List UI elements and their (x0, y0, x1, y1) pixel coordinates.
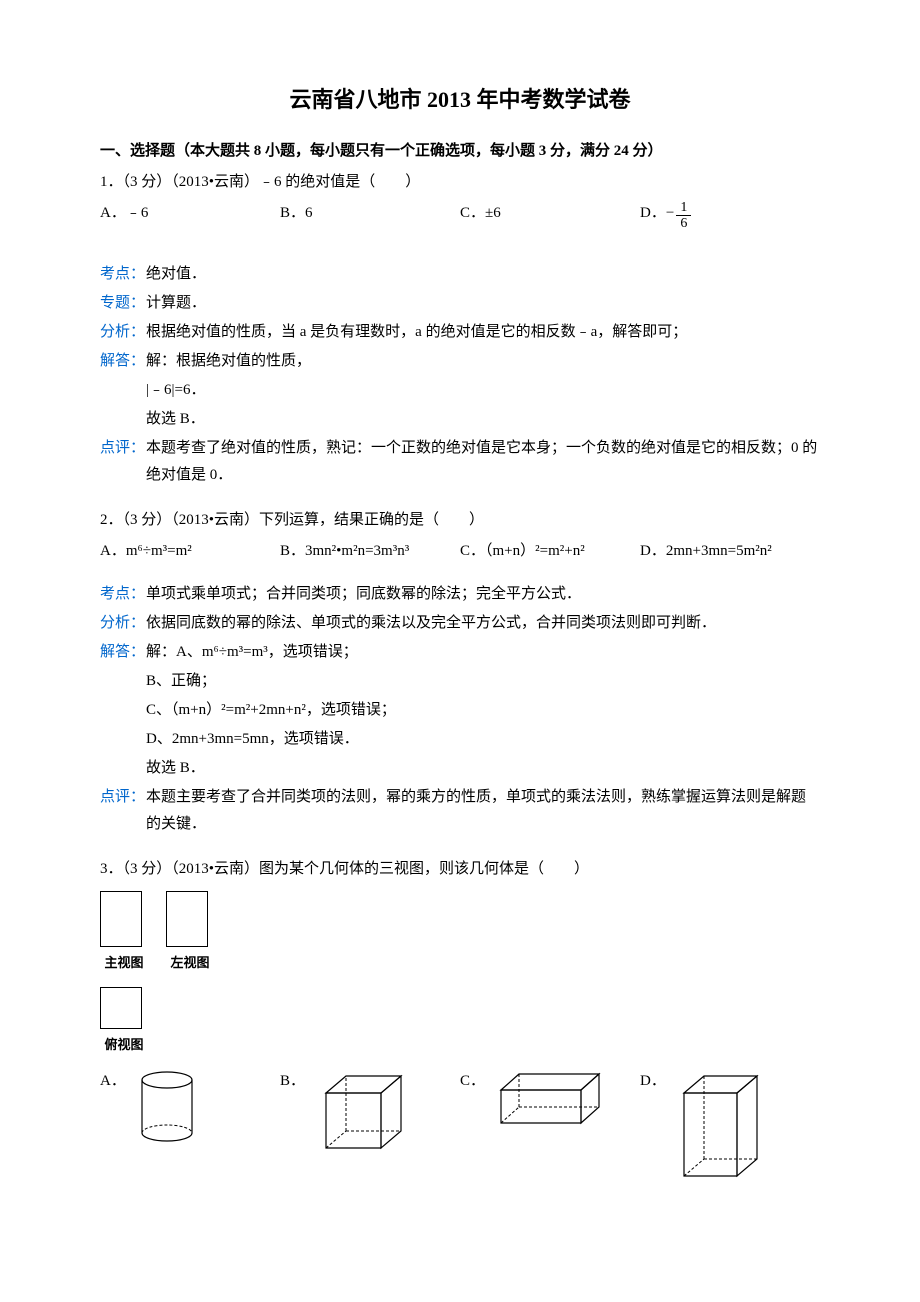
q3-optd-label: D． (640, 1068, 666, 1095)
q1-optd-prefix: D． (640, 200, 666, 227)
q2-text: 2．（3 分）（2013•云南）下列运算，结果正确的是（ ） (100, 507, 820, 534)
top-view-label: 俯视图 (100, 1033, 148, 1056)
q2-options: A．m⁶÷m³=m² B．3mn²•m²n=3m³n³ C．（m+n）²=m²+… (100, 538, 820, 565)
jieda-label: 解答： (100, 639, 146, 666)
q1-text: 1．（3 分）（2013•云南）﹣6 的绝对值是（ ） (100, 169, 820, 196)
q2-jieda2: B、正确； (146, 668, 820, 695)
exam-title: 云南省八地市 2013 年中考数学试卷 (100, 80, 820, 120)
kaodian-label: 考点： (100, 261, 146, 288)
q2-jieda1: 解：A、m⁶÷m³=m³，选项错误； (146, 639, 820, 666)
q1-option-c: C．±6 (460, 200, 640, 227)
q3-option-a: A． (100, 1068, 280, 1148)
fenxi-label: 分析： (100, 319, 146, 346)
q1-kaodian: 绝对值． (146, 261, 820, 288)
q1-jieda2: |﹣6|=6． (146, 377, 820, 404)
q1-option-b: B．6 (280, 200, 460, 227)
q1-optd-neg: − (666, 200, 674, 227)
q3-opta-label: A． (100, 1068, 126, 1095)
q3-text: 3．（3 分）（2013•云南）图为某个几何体的三视图，则该几何体是（ ） (100, 856, 820, 883)
q1-analysis: 考点： 绝对值． 专题： 计算题． 分析： 根据绝对值的性质，当 a 是负有理数… (100, 261, 820, 489)
q1-jieda3: 故选 B． (146, 406, 820, 433)
section-header: 一、选择题（本大题共 8 小题，每小题只有一个正确选项，每小题 3 分，满分 2… (100, 138, 820, 165)
left-view-box (166, 891, 208, 947)
q1-optd-num: 1 (676, 200, 691, 216)
dianping-label: 点评： (100, 435, 146, 489)
q2-option-b: B．3mn²•m²n=3m³n³ (280, 538, 460, 565)
q1-option-a: A．﹣6 (100, 200, 280, 227)
q2-fenxi: 依据同底数的幂的除法、单项式的乘法以及完全平方公式，合并同类项法则即可判断． (146, 610, 820, 637)
q2-kaodian: 单项式乘单项式；合并同类项；同底数幂的除法；完全平方公式． (146, 581, 820, 608)
cube-icon (311, 1068, 411, 1163)
q2-jieda3: C、（m+n）²=m²+2mn+n²，选项错误； (146, 697, 820, 724)
q2-jieda4: D、2mn+3mn=5mn，选项错误． (146, 726, 820, 753)
q1-fenxi: 根据绝对值的性质，当 a 是负有理数时，a 的绝对值是它的相反数﹣a，解答即可； (146, 319, 820, 346)
jieda-label: 解答： (100, 348, 146, 375)
q2-dianping: 本题主要考查了合并同类项的法则，幂的乘方的性质，单项式的乘法法则，熟练掌握运算法… (146, 784, 820, 838)
left-view-label: 左视图 (166, 951, 214, 974)
q3-option-d: D． (640, 1068, 820, 1188)
q2-option-c: C．（m+n）²=m²+n² (460, 538, 640, 565)
q1-optd-den: 6 (676, 216, 691, 231)
fenxi-label: 分析： (100, 610, 146, 637)
cuboid-flat-icon (491, 1068, 611, 1133)
q2-option-a: A．m⁶÷m³=m² (100, 538, 280, 565)
q1-option-d: D． − 1 6 (640, 200, 820, 232)
q1-options: A．﹣6 B．6 C．±6 D． − 1 6 (100, 200, 820, 232)
q3-optb-label: B． (280, 1068, 305, 1095)
q1-dianping: 本题考查了绝对值的性质，熟记：一个正数的绝对值是它本身；一个负数的绝对值是它的相… (146, 435, 820, 489)
q1-zhuanti: 计算题． (146, 290, 820, 317)
kaodian-label: 考点： (100, 581, 146, 608)
three-views: 主视图 左视图 俯视图 (100, 891, 820, 1056)
q2-analysis: 考点： 单项式乘单项式；合并同类项；同底数幂的除法；完全平方公式． 分析： 依据… (100, 581, 820, 838)
dianping-label: 点评： (100, 784, 146, 838)
q2-jieda5: 故选 B． (146, 755, 820, 782)
cylinder-icon (132, 1068, 202, 1148)
q3-options: A． B． C． D． (100, 1068, 820, 1188)
top-view-box (100, 987, 142, 1029)
front-view-box (100, 891, 142, 947)
q3-option-b: B． (280, 1068, 460, 1163)
q3-optc-label: C． (460, 1068, 485, 1095)
q2-option-d: D．2mn+3mn=5m²n² (640, 538, 820, 565)
front-view-label: 主视图 (100, 951, 148, 974)
cuboid-tall-icon (672, 1068, 772, 1188)
zhuanti-label: 专题： (100, 290, 146, 317)
q1-optd-fraction: 1 6 (676, 200, 691, 232)
q1-jieda1: 解：根据绝对值的性质， (146, 348, 820, 375)
q3-option-c: C． (460, 1068, 640, 1133)
